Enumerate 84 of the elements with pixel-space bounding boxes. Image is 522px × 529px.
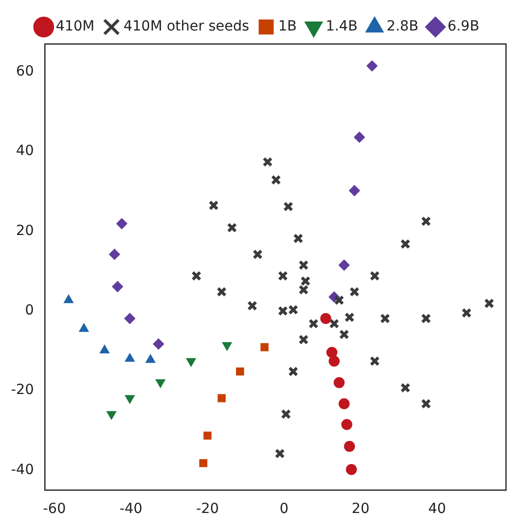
point [341, 418, 352, 430]
point [283, 202, 294, 212]
point [156, 379, 166, 388]
point [334, 377, 345, 388]
point [298, 334, 309, 345]
point [420, 398, 432, 409]
point [278, 306, 288, 316]
point [252, 249, 263, 260]
point [320, 312, 332, 324]
legend-label: 410M [56, 18, 95, 35]
point [226, 222, 238, 233]
point [354, 132, 365, 143]
point [64, 294, 74, 304]
x-tick-label: 40 [428, 501, 446, 518]
point [124, 312, 136, 324]
point [222, 342, 232, 351]
point [191, 270, 202, 281]
point [462, 308, 472, 318]
point [326, 346, 338, 358]
x-tick-label: -20 [196, 501, 219, 518]
point [199, 459, 208, 468]
x-tick-label: 20 [352, 501, 370, 518]
point [328, 356, 340, 367]
point [349, 286, 360, 297]
point [260, 343, 269, 352]
y-tick-label: -20 [10, 382, 34, 398]
point [344, 440, 355, 452]
point [203, 432, 212, 440]
point [484, 298, 494, 308]
point [400, 238, 410, 250]
point [186, 358, 196, 367]
point [346, 464, 357, 475]
legend-label: 1B [278, 18, 297, 35]
point [218, 394, 226, 402]
y-tick-label: -40 [10, 462, 34, 478]
point [124, 353, 135, 362]
x-tick-label: 0 [280, 501, 289, 518]
point [274, 448, 285, 459]
y-tick-label: 40 [16, 143, 34, 160]
point [116, 218, 128, 230]
point [100, 344, 110, 354]
y-tick-label: 0 [24, 302, 34, 319]
legend-label: 1.4B [326, 18, 358, 35]
x-tick-label: -60 [42, 501, 66, 518]
point [216, 286, 227, 297]
point [288, 366, 298, 377]
point [380, 313, 390, 324]
point [146, 354, 156, 363]
point [338, 260, 350, 271]
point [247, 300, 258, 311]
point [420, 216, 432, 226]
point [308, 318, 319, 329]
point [366, 60, 378, 72]
point [79, 323, 89, 332]
point [112, 281, 124, 292]
point [109, 248, 120, 260]
point [370, 270, 380, 281]
point [280, 409, 291, 420]
point [338, 398, 350, 410]
point [293, 233, 304, 244]
point [288, 304, 298, 315]
point [420, 313, 432, 324]
point [339, 329, 350, 340]
point [278, 270, 288, 281]
x-tick-label: -40 [120, 501, 142, 518]
point [124, 395, 135, 404]
point [270, 174, 282, 185]
point [153, 338, 164, 350]
point [400, 382, 410, 393]
point [334, 295, 344, 306]
point [370, 356, 380, 366]
point [208, 200, 219, 210]
point [298, 260, 309, 270]
legend-label: 410M other seeds [123, 18, 250, 35]
point [344, 312, 355, 322]
point [236, 367, 244, 376]
legend-label: 2.8B [386, 18, 418, 35]
point [106, 411, 116, 420]
y-tick-label: 20 [16, 222, 34, 239]
point [262, 156, 273, 167]
legend-label: 6.9B [447, 18, 480, 35]
point [348, 185, 360, 196]
y-tick-label: 60 [16, 64, 34, 80]
point [329, 318, 340, 329]
